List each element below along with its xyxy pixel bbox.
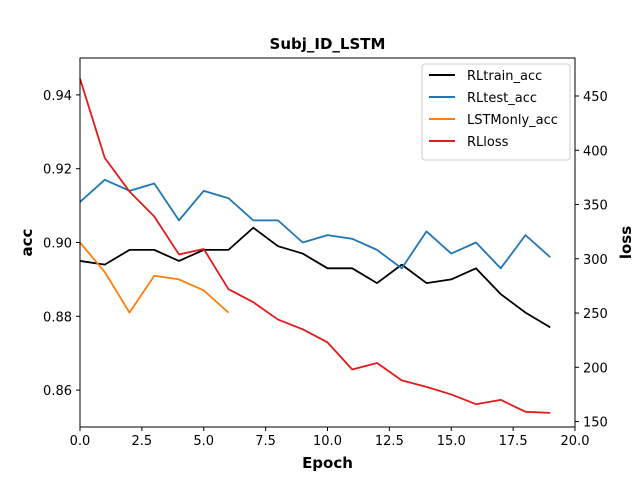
legend-label-rlloss: RLloss bbox=[467, 135, 509, 150]
series-line-rltrain-acc bbox=[79, 226, 551, 329]
y2-tick-label: 250 bbox=[583, 307, 608, 322]
y2-tick-label: 450 bbox=[583, 90, 608, 105]
y2-tick-label: 150 bbox=[583, 416, 608, 431]
x-tick-label: 7.5 bbox=[255, 434, 276, 449]
y-tick-label: 0.92 bbox=[43, 163, 72, 178]
x-tick-label: 15.0 bbox=[437, 434, 466, 449]
y2-tick-label: 300 bbox=[583, 253, 608, 268]
x-tick-label: 0.0 bbox=[70, 434, 91, 449]
series-layer bbox=[79, 78, 551, 414]
series-line-rltest-acc bbox=[79, 178, 551, 270]
x-tick-label: 5.0 bbox=[193, 434, 214, 449]
legend: RLtrain_acc RLtest_acc LSTMonly_acc RLloss bbox=[421, 63, 571, 161]
ticks-layer: 0.0 2.5 5.0 7.5 10.0 12.5 15.0 17.5 20.0 0.86 0.88… bbox=[43, 89, 608, 449]
y-axis-title: acc bbox=[18, 229, 36, 257]
x-tick-label: 12.5 bbox=[375, 434, 404, 449]
x-tick-label: 2.5 bbox=[132, 434, 153, 449]
legend-label-rltrain-acc: RLtrain_acc bbox=[467, 69, 542, 84]
chart-title: Subj_ID_LSTM bbox=[270, 35, 386, 53]
y2-tick-label: 400 bbox=[583, 144, 608, 159]
series-line-rlloss bbox=[79, 78, 551, 414]
y-tick-label: 0.88 bbox=[43, 310, 72, 325]
y2-axis-title: loss bbox=[617, 226, 635, 259]
x-axis-title: Epoch bbox=[302, 454, 353, 472]
y-tick-label: 0.90 bbox=[43, 237, 72, 252]
x-tick-label: 10.0 bbox=[313, 434, 342, 449]
y-tick-label: 0.86 bbox=[43, 384, 72, 399]
x-tick-label: 17.5 bbox=[499, 434, 528, 449]
legend-label-rltest-acc: RLtest_acc bbox=[467, 91, 537, 106]
series-line-lstmonly-acc bbox=[79, 241, 230, 314]
x-tick-label: 20.0 bbox=[561, 434, 590, 449]
legend-box bbox=[421, 63, 571, 161]
y2-tick-label: 200 bbox=[583, 361, 608, 376]
legend-label-lstmonly-acc: LSTMonly_acc bbox=[467, 113, 558, 128]
y-tick-label: 0.94 bbox=[43, 89, 72, 104]
y2-tick-label: 350 bbox=[583, 199, 608, 214]
